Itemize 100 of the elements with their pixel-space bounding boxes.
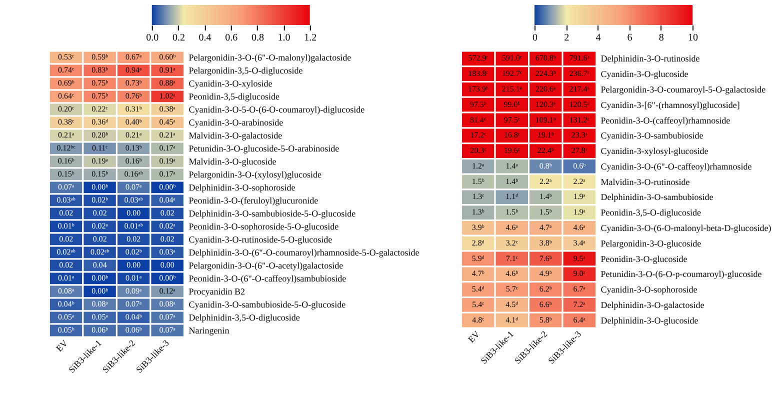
- data-label: 0.05ᵃ: [92, 312, 109, 322]
- y-tick-label: Peonidin-3-O-(feruloyl)glucuronide: [188, 196, 318, 206]
- data-label: 4.1ᵈ: [506, 315, 519, 324]
- data-label: 0.01ᵃ: [58, 274, 75, 282]
- y-tick-label: Delphinidin-3-O-galactoside: [600, 300, 704, 310]
- data-label: 0.22ᶜ: [92, 104, 108, 114]
- data-label: 215.1ᵃ: [502, 84, 523, 94]
- data-label: 0.75ᵇ: [92, 78, 109, 88]
- y-tick-label: Delphinidin-3-O-sambubioside-5-O-glucoside: [188, 208, 356, 218]
- data-label: 6.4ᵃ: [573, 315, 586, 324]
- data-label: 120.5ᵃ: [569, 100, 590, 109]
- color-bar-label: 2: [564, 32, 570, 44]
- data-label: 0.04ᵇ: [58, 300, 75, 308]
- y-tick-label: Pelargonidin-3-O-glucoside: [600, 238, 702, 248]
- data-label: 0.75ᵇ: [92, 92, 109, 100]
- data-label: 23.3ᵃ: [571, 130, 588, 140]
- data-label: 0.08ᵃ: [92, 300, 109, 308]
- data-label: 791.6ᵃ: [569, 54, 590, 63]
- data-label: 6.7ᵃ: [573, 284, 586, 294]
- y-tick-label: Pelargonidin-3-O-(6"-O-acetyl)galactoside: [188, 260, 344, 270]
- data-label: 3.9ᵇ: [472, 222, 485, 232]
- color-bar-label: 0.0: [146, 32, 159, 44]
- data-label: 0.07ᵃ: [125, 300, 142, 308]
- data-label: 16.8ᶜ: [504, 130, 520, 140]
- data-label: 4.7ᵇ: [472, 269, 485, 278]
- data-label: 0.02: [160, 208, 174, 218]
- data-label: 0.45ᵃ: [159, 118, 176, 126]
- data-label: 0.01ᵃ: [125, 274, 142, 282]
- y-tick-label: Cyanidin-3-xylosyl-glucoside: [600, 146, 708, 156]
- y-tick-label: Malvidin-3-O-galactoside: [188, 130, 282, 140]
- data-label: 131.2ᵃ: [569, 115, 590, 124]
- data-label: 0.01ᵇ: [58, 222, 75, 230]
- data-label: 0.05ᵃ: [58, 312, 75, 322]
- data-label: 220.6ᵃ: [536, 84, 557, 94]
- data-label: 1.3ᵇ: [472, 208, 485, 217]
- y-tick-label: Delphinidin-3-O-glucoside: [600, 315, 698, 326]
- data-label: 1.3ᶜ: [472, 192, 484, 202]
- y-tick-label: Procyanidin B2: [188, 286, 245, 296]
- data-label: 2.2ᵃ: [540, 176, 553, 186]
- y-tick-label: Peonidin-3-O-glucoside: [600, 254, 688, 264]
- y-tick-label: Peonidin-3-O-sophoroside-5-O-glucoside: [188, 222, 339, 232]
- data-label: 97.5ᵇ: [470, 100, 487, 109]
- data-label: 0.00ᵇ: [92, 182, 109, 192]
- y-tick-label: Delphinidin-3-O-sophoroside: [188, 182, 296, 192]
- y-tick-label: Naringenin: [188, 326, 230, 336]
- data-label: 1.5ᵇ: [506, 208, 519, 217]
- data-label: 0.40ᵇ: [125, 118, 142, 126]
- data-label: 0.02: [59, 260, 74, 270]
- data-label: 1.2ᵃ: [472, 161, 486, 170]
- data-label: 22.4ᵇ: [537, 146, 554, 156]
- data-label: 572.9ᶜ: [468, 54, 488, 63]
- y-tick-label: Delphinidin-3-O-(6"-O-coumaroyl)rhamnoside-5-O-galactoside: [188, 248, 420, 258]
- y-tick-label: Cyanidin-3-O-glucoside: [600, 69, 688, 80]
- data-label: 0.00: [126, 208, 141, 218]
- data-label: 0.02: [160, 234, 174, 244]
- data-label: 1.4ᵃ: [506, 161, 519, 170]
- data-label: 6.2ᵇ: [539, 284, 552, 294]
- y-tick-label: Cyanidin-3-O-sambubioside: [600, 130, 704, 141]
- data-label: 0.00ᵇ: [159, 182, 176, 192]
- data-label: 0.00: [160, 260, 174, 270]
- data-label: 3.4ᵃ: [573, 238, 586, 248]
- data-label: 19.6ᶜ: [504, 146, 520, 156]
- data-label: 81.4ᵈ: [470, 115, 487, 124]
- y-tick-label: Peonidin-3-O-(6"-O-caffeoyl)sambubioside: [188, 274, 346, 284]
- data-label: 0.13ᵇ: [125, 144, 142, 152]
- data-label: 5.7ᶜ: [506, 284, 518, 294]
- y-tick-label: Cyanidin-3-O-5-O-(6-O-coumaroyl)-diglucoside: [188, 104, 365, 114]
- color-bar-label: 0.2: [172, 32, 185, 44]
- data-label: 0.02: [92, 208, 107, 218]
- y-tick-label: Pelargonidin-3,5-O-diglucoside: [188, 66, 303, 76]
- data-label: 1.9ᵃ: [573, 192, 586, 202]
- y-tick-label: Cyanidin-3-O-xyloside: [188, 78, 272, 88]
- data-label: 0.03ᵃᵇ: [56, 196, 76, 204]
- data-label: 0.59ᵇ: [92, 52, 109, 62]
- data-label: 27.8ᵃ: [571, 146, 588, 156]
- y-tick-label: Petunidin-3-O-glucoside-5-O-arabinoside: [188, 144, 340, 154]
- color-bar-label: 6: [627, 32, 632, 44]
- data-label: 0.36ᵈ: [92, 118, 109, 126]
- y-tick-label: Peonidin-3,5-O-diglucoside: [600, 208, 702, 218]
- data-label: 0.06ᵇ: [92, 326, 109, 334]
- data-label: 1.02ᵃ: [159, 92, 176, 100]
- data-label: 4.8ᶜ: [472, 315, 484, 324]
- y-tick-label: Cyanidin-3-O-(6-O-malonyl-beta-D-glucoside): [600, 222, 772, 233]
- data-label: 0.17ᵃ: [159, 144, 176, 152]
- data-label: 7.2ᵃ: [573, 300, 586, 309]
- y-tick-label: Cyanidin-3-O-(6"-O-caffeoyl)rhamnoside: [600, 161, 752, 172]
- data-label: 0.07ᵃ: [159, 326, 176, 334]
- data-label: 1.4ᵇ: [539, 192, 552, 202]
- data-label: 0.02: [92, 234, 107, 244]
- color-bar-label: 0.6: [225, 32, 238, 44]
- data-label: 0.00ᵇ: [92, 286, 109, 296]
- data-label: 217.4ᵃ: [569, 84, 590, 94]
- data-label: 0.08ᵃ: [159, 300, 176, 308]
- data-label: 173.9ᵇ: [468, 84, 489, 94]
- data-label: 0.02: [126, 234, 141, 244]
- data-label: 0.05ᵇ: [58, 326, 75, 334]
- data-label: 99.0ᵇ: [504, 100, 521, 109]
- data-label: 0.20ᶜ: [58, 104, 74, 114]
- data-label: 19.1ᵇ: [537, 130, 554, 140]
- data-label: 591.0ᶜ: [502, 54, 522, 63]
